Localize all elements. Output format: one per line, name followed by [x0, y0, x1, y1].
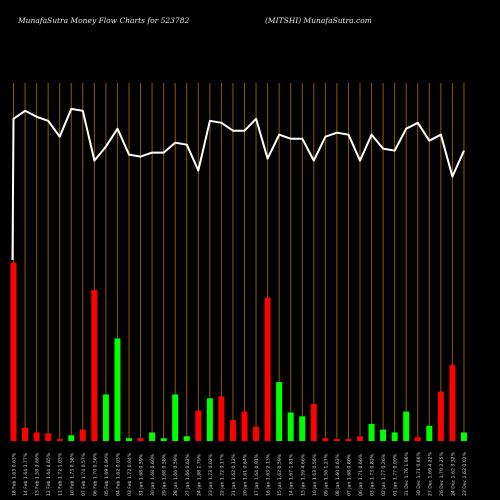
tick-label-5: 10 Feb 1.73 0.58%	[69, 452, 75, 496]
bar-17	[206, 398, 213, 441]
tick-label-8: 05 Feb 1.69 4.90%	[104, 452, 110, 496]
bar-23	[276, 382, 283, 441]
bar-25	[299, 416, 306, 441]
bar-2	[33, 432, 40, 441]
tick-label-38: 24 Dec 1.62 3.32%	[450, 451, 456, 496]
tick-label-16: 24 Jan 1.68 1.79%	[196, 453, 202, 496]
tick-label-14: 28 Jan 1.66 0.59%	[173, 453, 179, 496]
tick-label-22: 16 Jan 1.63 2.13%	[266, 453, 272, 496]
tick-label-10: 03 Feb 1.72 0.04%	[127, 452, 133, 496]
bar-19	[229, 420, 236, 441]
bar-3	[45, 433, 52, 441]
bar-26	[310, 403, 317, 441]
bar-37	[437, 391, 444, 441]
bar-11	[137, 438, 144, 441]
bar-36	[426, 425, 433, 441]
bar-35	[414, 437, 421, 441]
tick-label-24: 14 Jan 1.67 1.81%	[289, 453, 295, 496]
bar-9	[114, 338, 121, 441]
tick-label-2: 13 Feb 1.58 3.66%	[35, 452, 41, 496]
bar-18	[218, 396, 225, 441]
bar-13	[160, 438, 167, 441]
bar-20	[241, 411, 248, 441]
tick-label-34: 31 Dec 1.76 1.96%	[404, 451, 410, 496]
bar-16	[195, 410, 202, 441]
bar-5	[68, 435, 75, 441]
tick-label-33: 01 Jan 1.77 0.00%	[393, 453, 399, 496]
tick-label-30: 06 Jan 1.71 0.66%	[358, 453, 364, 496]
bar-34	[403, 411, 410, 441]
bar-0	[10, 262, 17, 441]
tick-label-3: 12 Feb 1.64 4.65%	[46, 452, 52, 496]
tick-label-15: 27 Jan 1.66 0.62%	[185, 453, 191, 496]
bar-28	[333, 439, 340, 441]
bar-24	[287, 412, 294, 441]
bar-30	[357, 436, 363, 441]
tick-label-9: 04 Feb 1.62 0.03%	[115, 452, 121, 496]
bar-39	[460, 432, 467, 441]
tick-label-29: 07 Jan 1.68 0.80%	[346, 453, 352, 496]
tick-label-20: 20 Jan 1.61 0.64%	[243, 453, 249, 496]
bar-8	[102, 394, 109, 441]
bar-33	[391, 432, 398, 441]
price-line	[11, 107, 465, 261]
tick-label-27: 09 Jan 1.56 1.27%	[323, 453, 329, 496]
tick-label-1: 14 Feb 1.64 3.77%	[23, 452, 29, 496]
bar-7	[91, 289, 98, 441]
tick-label-18: 22 Jan 1.72 0.17%	[219, 453, 225, 496]
site-title: (MITSHI) MunafaSutra.com	[265, 16, 372, 25]
tick-label-28: 08 Jan 1.60 0.63%	[335, 453, 341, 496]
tick-label-11: 31 Jan 1.68 0.59%	[139, 453, 145, 496]
tick-label-31: 03 Jan 1.73 0.82%	[370, 453, 376, 496]
tick-label-0: 18 Feb 1.63 0.63%	[12, 452, 18, 496]
bar-4	[56, 439, 63, 441]
tick-label-26: 10 Jan 1.63 0.56%	[312, 453, 318, 496]
bar-12	[149, 432, 156, 441]
bar-29	[345, 439, 352, 441]
tick-label-13: 29 Jan 1.68 0.58%	[162, 453, 168, 496]
bar-38	[449, 365, 456, 441]
bar-31	[368, 423, 375, 441]
tick-label-19: 21 Jan 1.62 0.12%	[231, 453, 237, 496]
tick-label-25: 13 Jan 1.59 4.66%	[300, 453, 306, 496]
tick-label-39: 23 Dec 1.62 0.02%	[462, 451, 468, 496]
bar-21	[253, 426, 260, 441]
tick-label-35: 30 Dec 1.71 0.66%	[416, 451, 422, 496]
bar-14	[172, 394, 179, 441]
bar-10	[126, 438, 132, 441]
bar-32	[380, 429, 387, 441]
tick-label-12: 30 Jan 1.68 0.60%	[150, 453, 156, 496]
tick-label-6: 07 Feb 1.74 0.57%	[81, 452, 87, 496]
tick-label-7: 06 Feb 1.70 0.56%	[92, 452, 98, 496]
chart-title: MunafaSutra Money Flow Charts for 523782	[18, 16, 190, 25]
tick-label-21: 17 Jan 1.64 0.91%	[254, 453, 260, 496]
bar-6	[79, 429, 86, 441]
tick-label-37: 26 Dec 1.70 2.25%	[439, 451, 445, 496]
tick-label-32: 02 Jan 1.77 0.26%	[381, 453, 387, 496]
bar-22	[264, 297, 271, 441]
tick-label-23: 15 Jan 1.62 0.59%	[277, 453, 283, 496]
bar-1	[22, 427, 29, 441]
tick-label-4: 11 Feb 1.72 1.03%	[58, 452, 64, 496]
tick-label-36: 27 Dec 1.69 4.22%	[427, 451, 433, 496]
tick-label-17: 23 Jan 1.73 4.02%	[208, 453, 214, 496]
bar-15	[183, 436, 190, 441]
bar-27	[322, 438, 329, 441]
